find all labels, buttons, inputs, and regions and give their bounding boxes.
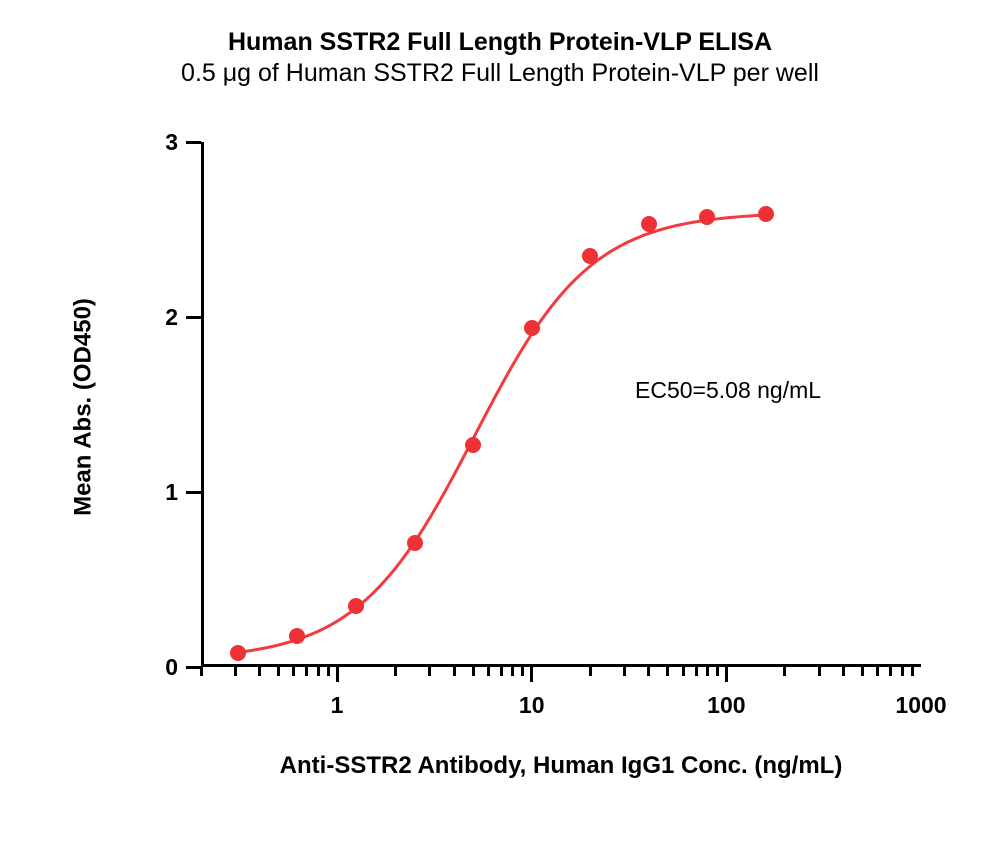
x-tick-minor (783, 667, 786, 676)
x-tick-minor (682, 667, 685, 676)
x-tick-minor (818, 667, 821, 676)
x-tick-minor (234, 667, 237, 676)
x-tick-label: 1000 (876, 692, 966, 719)
x-tick-major (530, 667, 533, 682)
fit-curve-path (238, 215, 766, 652)
x-tick-minor (453, 667, 456, 676)
x-tick-minor (394, 667, 397, 676)
x-tick-minor (842, 667, 845, 676)
x-tick-minor (623, 667, 626, 676)
x-tick-major (336, 667, 339, 682)
data-point (348, 598, 364, 614)
x-tick-minor (305, 667, 308, 676)
y-tick-label: 1 (128, 479, 178, 506)
data-point (582, 248, 598, 264)
data-point (524, 320, 540, 336)
x-tick-minor (277, 667, 280, 676)
y-tick-label: 2 (128, 304, 178, 331)
x-tick-minor (861, 667, 864, 676)
x-tick-minor (292, 667, 295, 676)
y-tick-label: 3 (128, 129, 178, 156)
y-tick (186, 141, 201, 144)
x-tick-minor (258, 667, 261, 676)
x-tick-minor (428, 667, 431, 676)
x-tick-minor (647, 667, 650, 676)
x-tick-minor (716, 667, 719, 676)
x-tick-minor (487, 667, 490, 676)
y-tick (186, 316, 201, 319)
data-point (465, 437, 481, 453)
x-tick-major (725, 667, 728, 682)
x-tick-minor (317, 667, 320, 676)
x-tick-minor (589, 667, 592, 676)
x-tick-minor (511, 667, 514, 676)
data-point (758, 206, 774, 222)
data-point (407, 535, 423, 551)
data-point (641, 216, 657, 232)
x-tick-minor (200, 667, 203, 676)
x-tick-label: 100 (681, 692, 771, 719)
y-tick (186, 491, 201, 494)
x-tick-label: 1 (292, 692, 382, 719)
x-tick-minor (472, 667, 475, 676)
x-tick-minor (889, 667, 892, 676)
x-tick-minor (521, 667, 524, 676)
x-tick-minor (901, 667, 904, 676)
data-point (699, 209, 715, 225)
x-tick-minor (500, 667, 503, 676)
x-tick-minor (706, 667, 709, 676)
data-point (289, 628, 305, 644)
x-tick-label: 10 (487, 692, 577, 719)
x-tick-minor (666, 667, 669, 676)
x-tick-minor (327, 667, 330, 676)
y-tick-label: 0 (128, 654, 178, 681)
data-point (230, 645, 246, 661)
x-tick-minor (911, 667, 914, 676)
chart-container: Human SSTR2 Full Length Protein-VLP ELIS… (0, 0, 1000, 865)
x-tick-minor (695, 667, 698, 676)
x-tick-minor (876, 667, 879, 676)
